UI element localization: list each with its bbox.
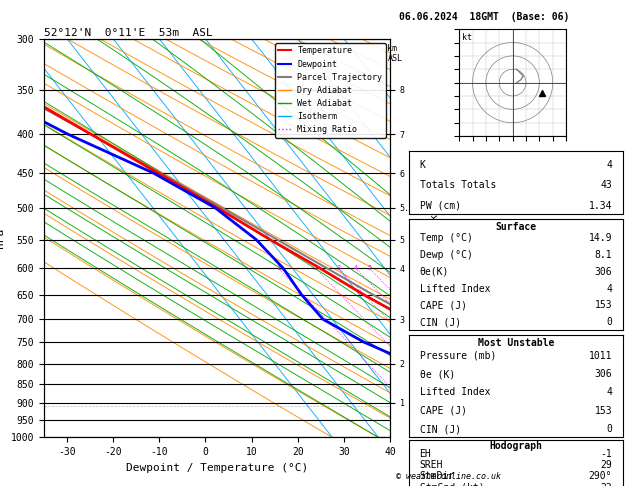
Text: CIN (J): CIN (J) [420, 424, 460, 434]
Text: 0: 0 [606, 317, 612, 327]
Text: 5: 5 [367, 265, 372, 271]
Text: 1.34: 1.34 [589, 201, 612, 210]
Text: Totals Totals: Totals Totals [420, 180, 496, 191]
Text: 1011: 1011 [589, 351, 612, 361]
Text: StmSpd (kt): StmSpd (kt) [420, 483, 484, 486]
Text: 29: 29 [600, 460, 612, 470]
Text: 1: 1 [276, 265, 281, 271]
Text: 153: 153 [594, 300, 612, 310]
Text: -1: -1 [600, 449, 612, 459]
Text: 23: 23 [600, 483, 612, 486]
Text: Hodograph: Hodograph [489, 441, 542, 451]
Text: EH: EH [420, 449, 431, 459]
Text: 0: 0 [606, 424, 612, 434]
Text: Temp (°C): Temp (°C) [420, 233, 472, 243]
Text: SREH: SREH [420, 460, 443, 470]
Text: θe(K): θe(K) [420, 267, 449, 277]
Text: Lifted Index: Lifted Index [420, 387, 490, 398]
X-axis label: Dewpoint / Temperature (°C): Dewpoint / Temperature (°C) [126, 463, 308, 473]
Text: 306: 306 [594, 267, 612, 277]
Text: 153: 153 [594, 406, 612, 416]
Text: 8.1: 8.1 [594, 250, 612, 260]
Legend: Temperature, Dewpoint, Parcel Trajectory, Dry Adiabat, Wet Adiabat, Isotherm, Mi: Temperature, Dewpoint, Parcel Trajectory… [275, 43, 386, 138]
Text: PW (cm): PW (cm) [420, 201, 460, 210]
Text: Lifted Index: Lifted Index [420, 283, 490, 294]
Text: kt: kt [462, 33, 472, 42]
Text: CIN (J): CIN (J) [420, 317, 460, 327]
Text: 4: 4 [606, 160, 612, 170]
Y-axis label: km
ASL: km ASL [428, 238, 443, 258]
Text: 14.9: 14.9 [589, 233, 612, 243]
Text: 2: 2 [314, 265, 318, 271]
Text: 3: 3 [337, 265, 341, 271]
Text: StmDir: StmDir [420, 471, 455, 482]
Text: © weatheronline.co.uk: © weatheronline.co.uk [396, 472, 501, 481]
Text: 52°12'N  0°11'E  53m  ASL: 52°12'N 0°11'E 53m ASL [44, 28, 213, 38]
Text: 4: 4 [606, 387, 612, 398]
Text: Pressure (mb): Pressure (mb) [420, 351, 496, 361]
Text: CAPE (J): CAPE (J) [420, 406, 467, 416]
Text: 306: 306 [594, 369, 612, 379]
Text: Surface: Surface [495, 222, 537, 232]
Text: 4: 4 [606, 283, 612, 294]
Text: K: K [420, 160, 425, 170]
Text: Most Unstable: Most Unstable [477, 338, 554, 348]
Text: km
ASL: km ASL [387, 44, 403, 63]
Text: Dewp (°C): Dewp (°C) [420, 250, 472, 260]
Text: 290°: 290° [589, 471, 612, 482]
Text: 06.06.2024  18GMT  (Base: 06): 06.06.2024 18GMT (Base: 06) [399, 12, 570, 22]
Text: θe (K): θe (K) [420, 369, 455, 379]
Text: 43: 43 [600, 180, 612, 191]
Text: Mixing Ratio (g/kg): Mixing Ratio (g/kg) [430, 202, 440, 314]
Y-axis label: hPa: hPa [0, 228, 5, 248]
Text: 4: 4 [353, 265, 358, 271]
Text: CAPE (J): CAPE (J) [420, 300, 467, 310]
